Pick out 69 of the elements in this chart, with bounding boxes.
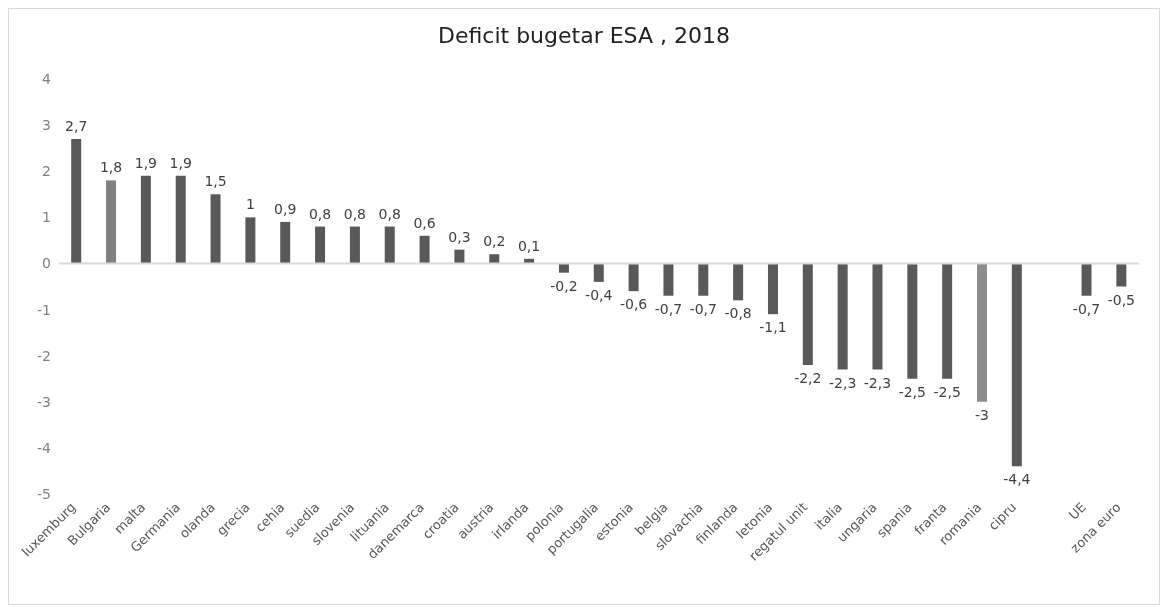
bar: [245, 217, 256, 264]
x-tick-label: UE: [1065, 499, 1089, 523]
bar: [558, 263, 569, 273]
bar: [280, 221, 291, 264]
data-label: 0,6: [413, 214, 436, 231]
data-label: -0,5: [1107, 291, 1136, 308]
bar: [106, 180, 117, 264]
y-tick-label: -4: [37, 439, 52, 456]
y-tick-label: -3: [37, 393, 51, 410]
data-label: -2,3: [863, 374, 892, 391]
data-label: -3: [975, 406, 989, 423]
data-label: 0,8: [378, 205, 401, 222]
y-tick-label: -2: [37, 347, 51, 364]
y-tick-label: -1: [37, 301, 51, 318]
bar: [71, 138, 82, 264]
data-label: -2,3: [828, 374, 857, 391]
y-tick-label: 2: [42, 163, 51, 180]
y-tick-label: -5: [37, 485, 51, 502]
bar: [802, 263, 813, 365]
data-label: 1: [245, 196, 255, 213]
data-label: -0,8: [724, 305, 752, 322]
data-label: -4,4: [1003, 471, 1031, 488]
data-label: -0,7: [1072, 300, 1101, 317]
bar: [384, 226, 395, 264]
data-label: -0,6: [619, 296, 648, 313]
bar: [733, 263, 744, 301]
bar: [419, 235, 430, 264]
data-label: 0,2: [483, 233, 506, 250]
data-label: 1,8: [99, 159, 123, 176]
bar: [315, 226, 326, 264]
bar: [593, 263, 604, 282]
data-label: 1,9: [134, 154, 157, 171]
data-label: 2,7: [65, 117, 88, 134]
data-label: 0,8: [308, 205, 332, 222]
data-label: 0,8: [343, 205, 367, 222]
data-label: 0,9: [274, 200, 297, 217]
y-tick-label: 4: [42, 70, 52, 87]
bar: [767, 263, 778, 315]
data-label: -2,5: [898, 383, 926, 400]
bar: [210, 194, 221, 264]
bar: [698, 263, 709, 296]
data-label: -0,7: [654, 300, 683, 317]
data-label: -2,2: [794, 369, 822, 386]
data-label: -2,5: [933, 383, 961, 400]
bar: [1011, 263, 1022, 467]
bar: [942, 263, 953, 379]
chart-title: Deficit bugetar ESA , 2018: [437, 23, 731, 48]
bar: [907, 263, 918, 379]
bar: [977, 263, 987, 402]
data-label: -0,2: [550, 277, 578, 294]
bar: [140, 175, 151, 264]
data-label: 0,1: [517, 237, 541, 254]
data-label: -1,1: [759, 319, 787, 336]
y-tick-label: 3: [42, 117, 51, 134]
bar: [628, 263, 639, 292]
bar: [1081, 263, 1092, 296]
y-tick-label: 1: [42, 209, 51, 226]
bar: [872, 263, 883, 370]
bar: [663, 263, 674, 296]
bar: [837, 263, 848, 370]
data-label: -0,7: [689, 300, 717, 317]
data-label: 0,3: [448, 228, 471, 245]
data-label: 1,9: [169, 154, 192, 171]
data-label: 1,5: [204, 173, 227, 190]
y-tick-label: 0: [42, 255, 51, 272]
data-label: -0,4: [585, 286, 613, 303]
bar: [1116, 263, 1127, 287]
bar: [175, 175, 186, 264]
bar: [349, 226, 360, 264]
